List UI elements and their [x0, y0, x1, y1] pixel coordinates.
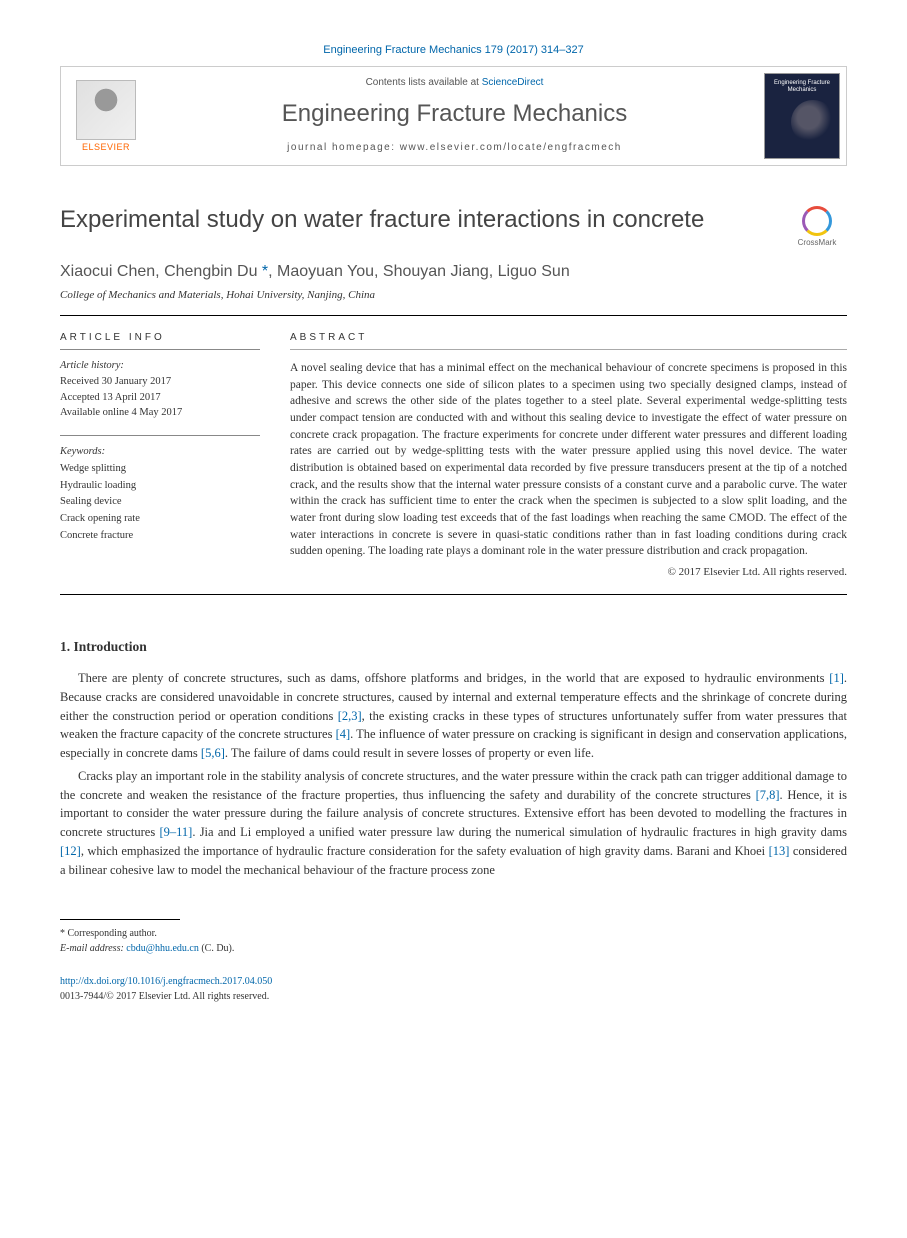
ref-13[interactable]: [13]: [769, 844, 790, 858]
email-label: E-mail address:: [60, 943, 126, 954]
top-citation: Engineering Fracture Mechanics 179 (2017…: [60, 44, 847, 56]
abstract-column: ABSTRACT A novel sealing device that has…: [290, 332, 847, 578]
rule-top: [60, 315, 847, 316]
contents-prefix: Contents lists available at: [366, 77, 482, 88]
keywords-label: Keywords:: [60, 444, 260, 461]
text: Cracks play an important role in the sta…: [60, 769, 847, 802]
text: . The failure of dams could result in se…: [225, 746, 594, 760]
author-list: Xiaocui Chen, Chengbin Du *, Maoyuan You…: [60, 263, 847, 281]
elsevier-wordmark: ELSEVIER: [82, 142, 130, 152]
crossmark-ring-icon: [802, 206, 832, 236]
ref-7-8[interactable]: [7,8]: [756, 788, 780, 802]
ref-9-11[interactable]: [9–11]: [159, 825, 192, 839]
email-footnote: E-mail address: cbdu@hhu.edu.cn (C. Du).: [60, 941, 847, 956]
homepage-url[interactable]: www.elsevier.com/locate/engfracmech: [400, 142, 622, 153]
keyword: Crack opening rate: [60, 511, 260, 528]
keyword: Wedge splitting: [60, 461, 260, 478]
ref-1[interactable]: [1]: [829, 671, 844, 685]
intro-heading: 1. Introduction: [60, 639, 847, 655]
right-rule: [290, 349, 847, 350]
keyword: Concrete fracture: [60, 528, 260, 545]
history-online: Available online 4 May 2017: [60, 405, 260, 421]
article-info-column: ARTICLE INFO Article history: Received 3…: [60, 332, 260, 578]
elsevier-tree-icon: [76, 80, 136, 140]
abstract-copyright: © 2017 Elsevier Ltd. All rights reserved…: [290, 566, 847, 578]
doi-link[interactable]: http://dx.doi.org/10.1016/j.engfracmech.…: [60, 976, 272, 987]
footnote-star: *: [60, 928, 65, 939]
ref-2-3[interactable]: [2,3]: [338, 709, 362, 723]
ref-12[interactable]: [12]: [60, 844, 81, 858]
ref-5-6[interactable]: [5,6]: [201, 746, 225, 760]
info-abstract-row: ARTICLE INFO Article history: Received 3…: [60, 332, 847, 578]
text: There are plenty of concrete structures,…: [78, 671, 829, 685]
journal-name: Engineering Fracture Mechanics: [159, 100, 750, 128]
keyword: Hydraulic loading: [60, 478, 260, 495]
doi-block: http://dx.doi.org/10.1016/j.engfracmech.…: [60, 974, 847, 1004]
journal-header-box: ELSEVIER Contents lists available at Sci…: [60, 66, 847, 166]
ref-4[interactable]: [4]: [336, 727, 351, 741]
article-info-heading: ARTICLE INFO: [60, 332, 260, 343]
left-rule-1: [60, 349, 260, 350]
intro-para-1: There are plenty of concrete structures,…: [60, 669, 847, 763]
corresponding-text: Corresponding author.: [68, 928, 157, 939]
sciencedirect-link[interactable]: ScienceDirect: [482, 77, 544, 88]
cover-title: Engineering Fracture Mechanics: [765, 74, 839, 96]
journal-cover-thumbnail: Engineering Fracture Mechanics: [764, 73, 840, 159]
email-who: (C. Du).: [199, 943, 235, 954]
keyword: Sealing device: [60, 494, 260, 511]
abstract-heading: ABSTRACT: [290, 332, 847, 343]
intro-para-2: Cracks play an important role in the sta…: [60, 767, 847, 880]
history-accepted: Accepted 13 April 2017: [60, 390, 260, 406]
rule-bottom: [60, 594, 847, 595]
crossmark-label: CrossMark: [798, 238, 837, 247]
left-rule-2: [60, 435, 260, 436]
history-received: Received 30 January 2017: [60, 374, 260, 390]
authors-part2: , Maoyuan You, Shouyan Jiang, Liguo Sun: [268, 263, 570, 280]
title-row: Experimental study on water fracture int…: [60, 206, 847, 247]
journal-homepage: journal homepage: www.elsevier.com/locat…: [159, 142, 750, 153]
page-container: Engineering Fracture Mechanics 179 (2017…: [0, 0, 907, 1044]
history-label: Article history:: [60, 358, 260, 374]
footnote-rule: [60, 919, 180, 920]
email-link[interactable]: cbdu@hhu.edu.cn: [126, 943, 199, 954]
contents-line: Contents lists available at ScienceDirec…: [159, 77, 750, 88]
homepage-label: journal homepage:: [287, 142, 400, 153]
text: . Jia and Li employed a unified water pr…: [192, 825, 847, 839]
authors-part1: Xiaocui Chen, Chengbin Du: [60, 263, 262, 280]
keywords-block: Keywords: Wedge splitting Hydraulic load…: [60, 444, 260, 545]
footnotes: * Corresponding author. E-mail address: …: [60, 926, 847, 956]
cover-graphic-icon: [791, 100, 835, 144]
corresponding-footnote: * Corresponding author.: [60, 926, 847, 941]
article-history: Article history: Received 30 January 201…: [60, 358, 260, 421]
abstract-text: A novel sealing device that has a minima…: [290, 360, 847, 560]
text: , which emphasized the importance of hyd…: [81, 844, 769, 858]
issn-copyright: 0013-7944/© 2017 Elsevier Ltd. All right…: [60, 989, 847, 1004]
crossmark-badge[interactable]: CrossMark: [787, 206, 847, 247]
affiliation: College of Mechanics and Materials, Hoha…: [60, 289, 847, 301]
header-center: Contents lists available at ScienceDirec…: [151, 67, 758, 165]
article-title: Experimental study on water fracture int…: [60, 206, 704, 235]
elsevier-logo: ELSEVIER: [61, 67, 151, 165]
